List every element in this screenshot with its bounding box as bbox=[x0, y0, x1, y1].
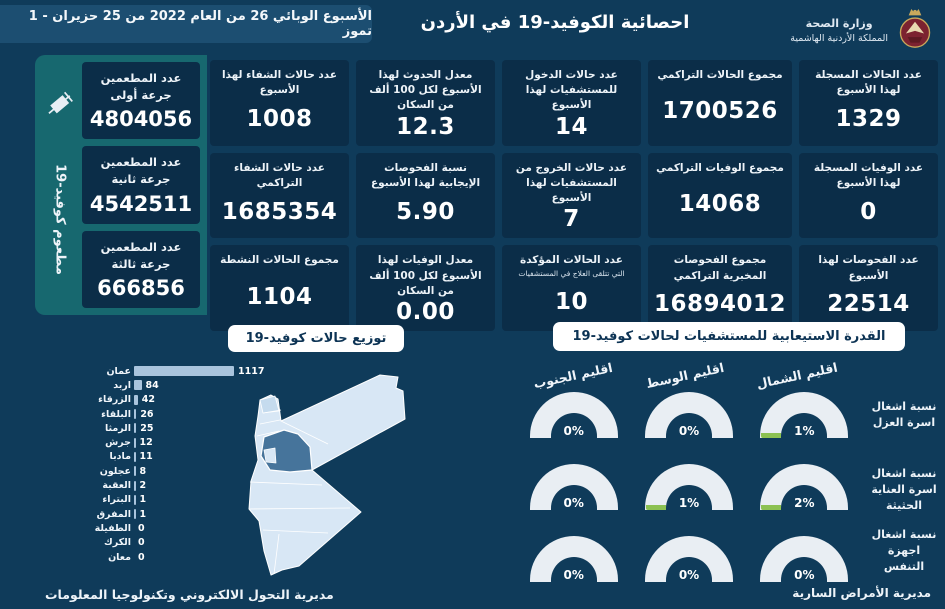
bar-row: الزرقاء 42 bbox=[98, 394, 155, 406]
week-banner: الأسبوع الوبائي 26 من العام 2022 من 25 ح… bbox=[0, 5, 372, 43]
stat-card-active-cases: مجموع الحالات النشطة 1104 bbox=[210, 245, 349, 331]
syringe-icon bbox=[42, 84, 78, 128]
gauge-ventilators-south: 0% bbox=[529, 536, 618, 582]
footer-communicable-diseases: مديرية الأمراض السارية bbox=[792, 586, 931, 600]
ministry-name-block: وزارة الصحة المملكة الأردنية الهاشمية bbox=[790, 16, 888, 47]
stat-card-incidence-rate: معدل الحدوث لهذا الأسبوع لكل 100 ألف من … bbox=[356, 60, 495, 146]
stat-card-hospital-discharges: عدد حالات الخروج من المستشفيات لهذا الأس… bbox=[501, 152, 641, 239]
stat-card-mortality-rate: معدل الوفيات لهذا الأسبوع لكل 100 ألف من… bbox=[356, 245, 495, 331]
bar bbox=[134, 466, 136, 477]
ministry-name: وزارة الصحة bbox=[805, 16, 873, 30]
vax-card-third-dose: عدد المطعمين جرعة ثالثة 666856 bbox=[82, 230, 200, 308]
gauge-icu-south: 0% bbox=[529, 464, 618, 510]
bar bbox=[134, 494, 136, 505]
bar-row: اربد 84 bbox=[113, 379, 159, 391]
vaccination-strip: مطعوم كوفيد-19 bbox=[42, 62, 78, 308]
stat-card-cumulative-tests: مجموع الفحوصات المخبرية التراكمي 1689401… bbox=[647, 245, 793, 331]
footer-it-directorate: مديرية التحول الالكتروني وتكنولوجيا المع… bbox=[45, 587, 334, 602]
bar bbox=[134, 394, 138, 405]
bar-row: الكرك 0 bbox=[104, 537, 145, 549]
bar-row: البتراء 1 bbox=[102, 494, 147, 506]
region-header-central: اقليم الوسط bbox=[644, 359, 726, 392]
bar-row: الطفيلة 0 bbox=[94, 522, 145, 534]
stat-card-new-cases: عدد الحالات المسجلة لهذا الأسبوع 1329 bbox=[799, 60, 938, 146]
page-title: احصائية الكوفيد-19 في الأردن bbox=[420, 12, 690, 33]
cases-bar-chart: عمان 1117 اربد 84 الزرقاء 42 البلقاء 26 الرم… bbox=[84, 364, 284, 564]
ministry-logo: وزارة الصحة المملكة الأردنية الهاشمية bbox=[790, 6, 935, 56]
vax-card-second-dose: عدد المطعمين جرعة ثانية 4542511 bbox=[82, 146, 200, 224]
stat-card-hospital-admissions: عدد حالات الدخول للمستشفيات لهذا الأسبوع… bbox=[501, 60, 641, 146]
gauge-icu-central: 1% bbox=[645, 464, 734, 510]
bar-row: الرمثا 25 bbox=[104, 422, 154, 434]
bar-row: المفرق 1 bbox=[96, 508, 147, 520]
gauge-isolation-south: 0% bbox=[529, 392, 618, 438]
ministry-emblem-icon bbox=[895, 6, 935, 56]
bar-row: معان 0 bbox=[108, 551, 145, 563]
bar-row: عمان 1117 bbox=[106, 365, 265, 377]
gauge-isolation-central: 0% bbox=[645, 392, 734, 438]
jordan-map bbox=[230, 360, 444, 582]
bar-row: البلقاء 26 bbox=[101, 408, 154, 420]
gauge-ventilators-north: 0% bbox=[760, 536, 849, 582]
gauge-row-label-icu: نسبة اشغال اسرة العناية الحثيثة bbox=[871, 467, 937, 512]
stat-card-hospitalized-confirmed: عدد الحالات المؤكدة التي تتلقى العلاج في… bbox=[501, 245, 641, 331]
stat-card-cumulative-deaths: مجموع الوفيات التراكمي 14068 bbox=[647, 152, 793, 239]
vaccination-vertical-label: مطعوم كوفيد-19 bbox=[52, 164, 68, 275]
bar-row: العقبة 2 bbox=[102, 480, 147, 492]
bar bbox=[134, 366, 234, 377]
vaccination-cards: عدد المطعمين جرعة أولى 4804056 عدد المطع… bbox=[82, 62, 200, 308]
stat-card-weekly-tests: عدد الفحوصات لهذا الأسبوع 22514 bbox=[799, 245, 938, 331]
bar bbox=[134, 451, 136, 462]
stat-card-weekly-recoveries: عدد حالات الشفاء لهذا الأسبوع 1008 bbox=[210, 60, 349, 146]
region-header-north: اقليم الشمال bbox=[755, 359, 839, 392]
bar bbox=[134, 380, 142, 391]
gauge-row-label-ventilators: نسبة اشغال اجهزة التنفس bbox=[871, 528, 937, 573]
bar bbox=[134, 437, 136, 448]
bar-row: عجلون 8 bbox=[99, 465, 147, 477]
gauge-ventilators-central: 0% bbox=[645, 536, 734, 582]
stat-card-cumulative-cases: مجموع الحالات التراكمي 1700526 bbox=[647, 60, 793, 146]
stat-card-weekly-deaths: عدد الوفيات المسجلة لهذا الأسبوع 0 bbox=[799, 152, 938, 239]
vax-card-first-dose: عدد المطعمين جرعة أولى 4804056 bbox=[82, 62, 200, 140]
stats-grid: عدد الحالات المسجلة لهذا الأسبوع 1329 مج… bbox=[210, 60, 938, 331]
vaccination-sidebar: عدد المطعمين جرعة أولى 4804056 عدد المطع… bbox=[35, 55, 207, 315]
gauge-isolation-north: 1% bbox=[760, 392, 849, 438]
capacity-title: القدرة الاستيعابية للمستشفيات لحالات كوف… bbox=[553, 322, 905, 351]
kingdom-name: المملكة الأردنية الهاشمية bbox=[790, 33, 888, 45]
distribution-title: توزيع حالات كوفيد-19 bbox=[228, 325, 404, 352]
region-header-south: اقليم الجنوب bbox=[532, 359, 614, 392]
gauge-icu-north: 2% bbox=[760, 464, 849, 510]
capacity-gauges: 1% 0% 0% 2% 1% 0% 0% 0% 0% bbox=[524, 392, 854, 582]
bar bbox=[134, 509, 136, 520]
stat-card-positivity-rate: نسبة الفحوصات الإيجابية لهذا الأسبوع 5.9… bbox=[356, 152, 495, 239]
bar-row: مادبا 11 bbox=[109, 451, 153, 463]
bar-row: جرش 12 bbox=[105, 437, 153, 449]
bar bbox=[134, 409, 137, 420]
gauge-row-label-isolation: نسبة اشغال اسرة العزل bbox=[871, 400, 937, 429]
bar bbox=[134, 480, 136, 491]
stat-card-cumulative-recoveries: عدد حالات الشفاء التراكمي 1685354 bbox=[210, 152, 349, 239]
bar bbox=[134, 423, 137, 434]
